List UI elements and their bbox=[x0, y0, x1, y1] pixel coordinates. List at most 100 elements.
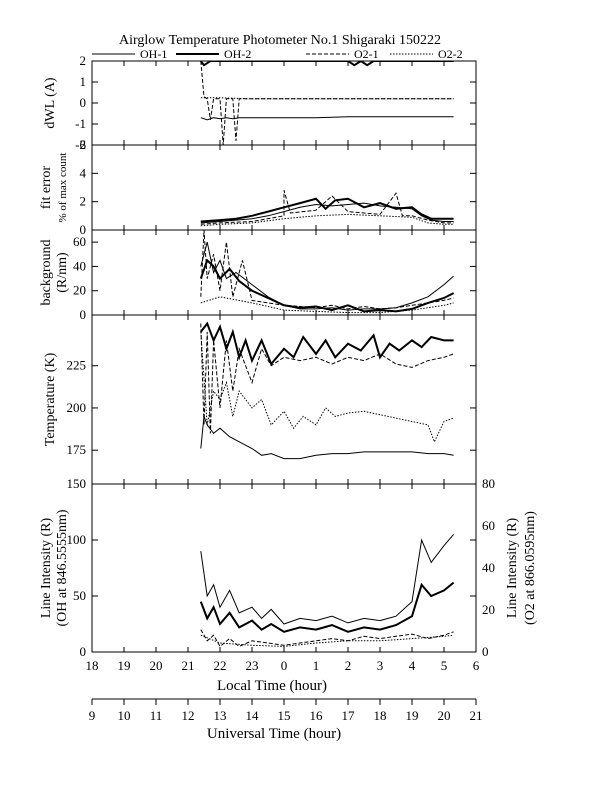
series-line-o2-1 bbox=[200, 629, 454, 648]
series-line-o2-2 bbox=[200, 634, 454, 647]
x-tick-label-local: 23 bbox=[246, 658, 259, 673]
series-line-oh-2 bbox=[199, 581, 455, 633]
series-line-oh-2 bbox=[200, 61, 454, 67]
y-tick-label: 0 bbox=[80, 222, 87, 237]
y-tick-label: 60 bbox=[73, 234, 86, 249]
y-tick-label: 0 bbox=[80, 95, 87, 110]
x-tick-label-universal: 21 bbox=[470, 708, 483, 723]
y-right-tick-label: 20 bbox=[482, 602, 495, 617]
panel-ylabel: fit error bbox=[39, 166, 54, 209]
series-line-oh-1 bbox=[200, 202, 454, 224]
y-tick-label: 2 bbox=[80, 194, 87, 209]
panel-ylabel: (OH at 846.5555nm) bbox=[55, 509, 70, 626]
x-tick-label-local: 2 bbox=[345, 658, 352, 673]
x-tick-label-local: 1 bbox=[313, 658, 320, 673]
series-line-o2-2 bbox=[200, 331, 454, 444]
y-tick-label: 100 bbox=[67, 532, 87, 547]
x-axis-label-universal: Universal Time (hour) bbox=[207, 726, 341, 742]
y-tick-label: 6 bbox=[80, 137, 87, 152]
y-tick-label: 200 bbox=[67, 400, 87, 415]
series-line-o2-2 bbox=[200, 296, 454, 314]
panel-ylabel: dWL (A) bbox=[43, 77, 58, 129]
series-line-oh-2 bbox=[200, 197, 454, 223]
x-tick-label-local: 4 bbox=[409, 658, 416, 673]
x-tick-label-universal: 13 bbox=[214, 708, 227, 723]
y-tick-label: 0 bbox=[80, 307, 87, 322]
series-line-oh-1 bbox=[200, 534, 454, 625]
y-tick-label: 40 bbox=[73, 258, 86, 273]
panel-temperature: 225 200 175 Temperature (K) bbox=[43, 314, 477, 485]
y-tick-label: 4 bbox=[80, 165, 87, 180]
panel-ylabel: background bbox=[39, 239, 54, 305]
y-right-tick-label: 0 bbox=[482, 644, 489, 659]
legend-label-oh-1: OH-1 bbox=[140, 47, 167, 61]
y-tick-label: 150 bbox=[67, 476, 87, 491]
x-axis-label-local: Local Time (hour) bbox=[217, 678, 327, 694]
panel-background: 60 40 20 0 background (R/nm) bbox=[39, 229, 477, 322]
y-tick-label: 175 bbox=[67, 442, 87, 457]
series-line-o2-1 bbox=[200, 61, 454, 145]
x-tick-label-local: 19 bbox=[118, 658, 131, 673]
series-line-oh-1 bbox=[200, 116, 454, 121]
x-tick-label-universal: 9 bbox=[89, 708, 96, 723]
series-line-oh-1 bbox=[200, 241, 454, 311]
x-tick-label-universal: 12 bbox=[182, 708, 195, 723]
panel-ylabel-right: (O2 at 866.0595nm) bbox=[523, 511, 538, 625]
x-tick-label-universal: 16 bbox=[310, 708, 324, 723]
x-tick-label-universal: 10 bbox=[118, 708, 131, 723]
chart-title: Airglow Temperature Photometer No.1 Shig… bbox=[119, 33, 441, 48]
series-line-o2-1 bbox=[200, 190, 454, 225]
x-tick-label-local: 0 bbox=[281, 658, 288, 673]
series-line-o2-1 bbox=[200, 323, 454, 434]
legend: OH-1 OH-2 O2-1 O2-2 bbox=[92, 47, 463, 61]
legend-label-o2-1: O2-1 bbox=[354, 47, 379, 61]
y-right-tick-label: 40 bbox=[482, 560, 495, 575]
series-line-oh-1 bbox=[200, 416, 454, 460]
legend-label-o2-2: O2-2 bbox=[438, 47, 463, 61]
panel-frame bbox=[91, 60, 477, 146]
x-tick-label-universal: 15 bbox=[278, 708, 291, 723]
panel-ylabel: (R/nm) bbox=[55, 252, 70, 293]
x-tick-label-universal: 17 bbox=[342, 708, 356, 723]
x-tick-label-local: 5 bbox=[441, 658, 448, 673]
series-line-oh-2 bbox=[200, 321, 454, 366]
y-tick-label: 50 bbox=[73, 588, 86, 603]
panel-frame bbox=[91, 483, 477, 653]
x-tick-label-local: 6 bbox=[473, 658, 480, 673]
series-line-oh-2 bbox=[199, 258, 455, 313]
y-tick-label: 225 bbox=[67, 358, 87, 373]
x-tick-label-local: 3 bbox=[377, 658, 384, 673]
panel-ylabel: Temperature (K) bbox=[43, 352, 58, 446]
x-tick-label-universal: 19 bbox=[406, 708, 419, 723]
panel-fit_error: 6 4 2 0 fit error% of max count bbox=[39, 137, 477, 237]
series-line-o2-1 bbox=[200, 230, 454, 310]
y-right-tick-label: 80 bbox=[482, 476, 495, 491]
panel-ylabel-right: Line Intensity (R) bbox=[505, 518, 520, 619]
y-tick-label: 0 bbox=[80, 644, 87, 659]
y-tick-label: 1 bbox=[80, 74, 87, 89]
x-tick-label-universal: 18 bbox=[374, 708, 387, 723]
y-right-tick-label: 60 bbox=[482, 518, 495, 533]
x-tick-label-local: 21 bbox=[182, 658, 195, 673]
x-tick-label-local: 22 bbox=[214, 658, 227, 673]
x-tick-label-universal: 20 bbox=[438, 708, 451, 723]
panel-ylabel: Line Intensity (R) bbox=[39, 518, 54, 619]
y-tick-label: -2 bbox=[75, 137, 86, 152]
x-tick-label-local: 20 bbox=[150, 658, 163, 673]
panel-ylabel: % of max count bbox=[57, 153, 69, 223]
x-tick-label-universal: 11 bbox=[150, 708, 163, 723]
panel-dwl: 2 1 0 -1 -2 dWL (A) bbox=[43, 53, 477, 152]
x-tick-label-universal: 14 bbox=[246, 708, 260, 723]
series-line-o2-2 bbox=[200, 213, 454, 227]
y-tick-label: 20 bbox=[73, 283, 86, 298]
y-tick-label: 2 bbox=[80, 53, 87, 68]
legend-label-oh-2: OH-2 bbox=[224, 47, 251, 61]
x-tick-label-local: 18 bbox=[86, 658, 99, 673]
y-tick-label: -1 bbox=[75, 116, 86, 131]
panel-frame bbox=[91, 229, 477, 316]
